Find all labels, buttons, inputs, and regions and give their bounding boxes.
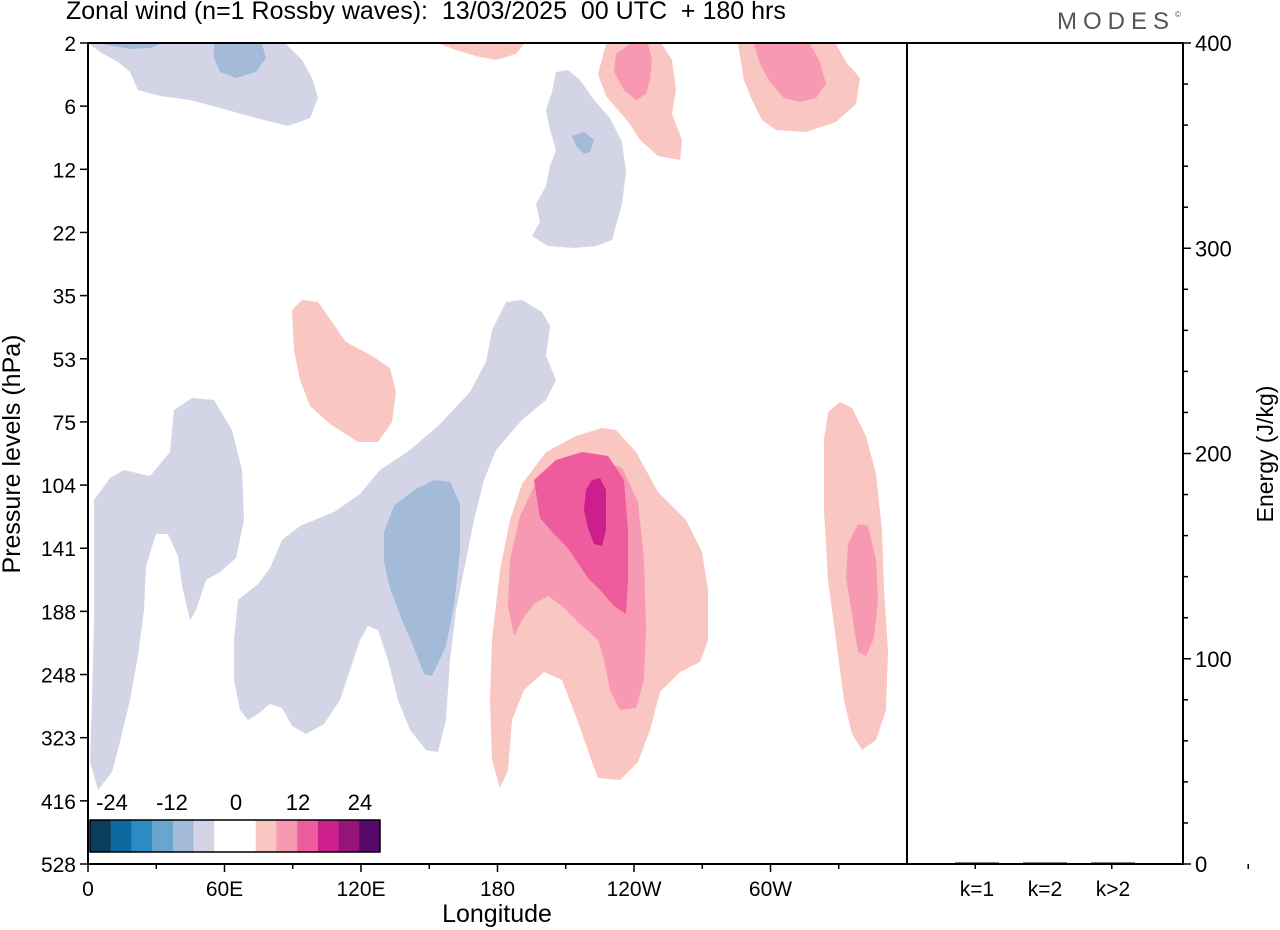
colorbar-swatch (131, 820, 153, 852)
contour-neg-mid-central (384, 480, 460, 676)
colorbar-label: 12 (286, 790, 310, 815)
energy-category-label: k=2 (1028, 878, 1062, 901)
contour-pos-peak-central (584, 478, 606, 546)
energy-panel-frame (906, 42, 1184, 865)
contour-pos-light-top-strip (440, 44, 524, 60)
y-tick-label: 22 (53, 222, 76, 245)
colorbar-legend: -24 -12 0 12 24 (89, 790, 381, 853)
energy-bar (1023, 862, 1067, 864)
y-tick-label: 188 (41, 601, 76, 624)
contour-pos-mid-upper-a (614, 44, 652, 100)
chart-title: Zonal wind (n=1 Rossby waves): 13/03/202… (66, 0, 786, 25)
contour-neg-light-top-left (90, 44, 318, 126)
x-tick-label: 60W (749, 878, 792, 901)
colorbar-swatch (255, 820, 277, 852)
energy-tick-label: 100 (1195, 647, 1232, 672)
y-tick-label: 528 (41, 854, 76, 877)
y-tick-label: 12 (53, 159, 76, 182)
colorbar-label: -12 (156, 790, 188, 815)
y-tick-label: 53 (53, 349, 76, 372)
y-axis-label: Pressure levels (hPa) (0, 335, 26, 574)
energy-tick-label: 300 (1195, 236, 1232, 261)
colorbar-swatch (214, 820, 236, 852)
y-tick-label: 35 (53, 286, 76, 309)
y-tick-label: 75 (53, 412, 76, 435)
contour-pos-mid-right (846, 524, 878, 656)
x-tick-label: 120E (336, 878, 385, 901)
logo-text: MODES (1057, 8, 1176, 35)
colorbar-swatch (90, 820, 112, 852)
modes-logo: MODES© (1057, 8, 1181, 36)
colorbar-swatch (359, 820, 381, 852)
y-tick-label: 323 (41, 728, 76, 751)
y-tick-label: 141 (41, 538, 76, 561)
contour-pos-light-mid-left (292, 300, 396, 442)
y-tick-label: 416 (41, 791, 76, 814)
contour-neg-light-upper-middle (532, 70, 626, 248)
colorbar-border (89, 819, 381, 853)
colorbar-label: 24 (348, 790, 372, 815)
contour-neg-mid-upper-spot (572, 132, 594, 154)
colorbar-swatch (235, 820, 257, 852)
colorbar-swatch (110, 820, 132, 852)
colorbar-swatch (297, 820, 319, 852)
energy-category-labels: k=1 k=2 k>2 (960, 878, 1130, 901)
energy-tick-label: 400 (1195, 31, 1232, 56)
colorbar-swatch (276, 820, 298, 852)
colorbar-swatch (338, 820, 360, 852)
colorbar-label: -24 (96, 790, 128, 815)
colorbar-label: 0 (230, 790, 242, 815)
y-tick-label: 6 (64, 96, 76, 119)
x-tick-label: 180 (480, 878, 515, 901)
energy-tick-label: 200 (1195, 442, 1232, 467)
contour-neg-mid-top-left (214, 44, 266, 78)
y-axis-ticks: 2 6 12 22 35 53 75 104 141 188 248 323 416 528 (41, 33, 88, 877)
y-tick-label: 248 (41, 665, 76, 688)
x-tick-label: 0 (82, 878, 94, 901)
contour-neg-mid-top-strip (102, 44, 160, 49)
colorbar-swatch (317, 820, 339, 852)
energy-axis-label: Energy (J/kg) (1252, 386, 1278, 523)
energy-category-label: k=1 (960, 878, 994, 901)
energy-axis-ticks: 0 100 200 300 400 (1183, 31, 1232, 877)
energy-bar (1091, 862, 1135, 864)
colorbar-swatch (152, 820, 174, 852)
energy-bar (955, 862, 999, 864)
x-axis-ticks: 0 60E 120E 180 120W 60W (82, 864, 1249, 901)
contour-field (90, 44, 888, 790)
x-tick-label: 60E (206, 878, 243, 901)
logo-copyright-mark: © (1175, 10, 1181, 19)
x-axis-label: Longitude (442, 900, 552, 928)
energy-category-label: k>2 (1096, 878, 1130, 901)
contour-neg-light-left-column (90, 398, 244, 790)
energy-tick-label: 0 (1195, 852, 1207, 877)
colorbar-swatch (193, 820, 215, 852)
energy-bars (955, 862, 1135, 864)
y-tick-label: 104 (41, 475, 76, 498)
colorbar-swatch (172, 820, 194, 852)
contour-pos-mid-upper-b (754, 44, 826, 102)
y-tick-label: 2 (64, 33, 76, 56)
x-tick-label: 120W (607, 878, 662, 901)
